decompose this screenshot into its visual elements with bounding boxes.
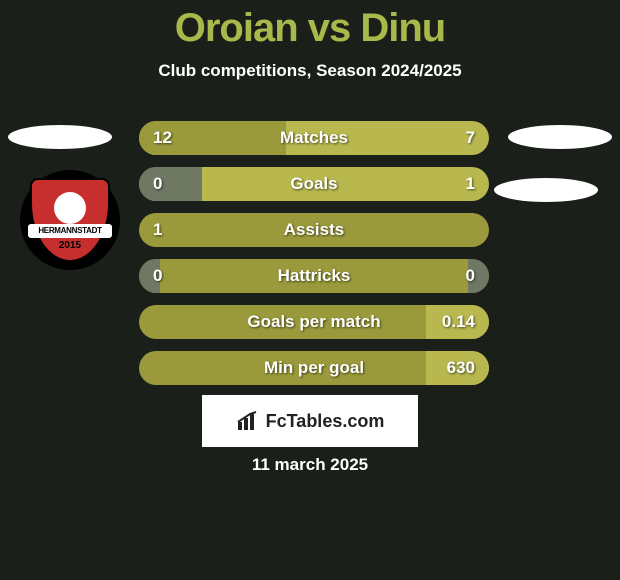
right-player-ellipse-2	[494, 178, 598, 202]
stat-value-right: 0.14	[442, 305, 475, 339]
stat-label: Hattricks	[139, 259, 489, 293]
stat-value-left: 1	[153, 213, 162, 247]
stat-bar: Hattricks0 0	[139, 259, 489, 293]
subtitle: Club competitions, Season 2024/2025	[0, 61, 620, 81]
stat-label: Goals	[139, 167, 489, 201]
stat-bar: Assists1	[139, 213, 489, 247]
stat-label: Goals per match	[139, 305, 489, 339]
watermark-chart-icon	[236, 410, 262, 432]
club-badge: HERMANNSTADT 2015	[20, 170, 120, 270]
badge-year: 2015	[20, 240, 120, 251]
stat-label: Matches	[139, 121, 489, 155]
badge-ribbon: HERMANNSTADT	[28, 224, 112, 238]
stat-value-left: 0	[153, 167, 162, 201]
watermark-box: FcTables.com	[202, 395, 418, 447]
stat-label: Assists	[139, 213, 489, 247]
left-player-ellipse	[8, 125, 112, 149]
stat-value-right: 0	[466, 259, 475, 293]
page-title: Oroian vs Dinu	[0, 0, 620, 51]
stat-bar: Matches12 7	[139, 121, 489, 155]
stat-bar: Min per goal630	[139, 351, 489, 385]
badge-ball-icon	[54, 192, 86, 224]
stat-label: Min per goal	[139, 351, 489, 385]
right-player-ellipse-1	[508, 125, 612, 149]
stat-bar: Goals per match0.14	[139, 305, 489, 339]
stat-value-left: 12	[153, 121, 172, 155]
stat-value-right: 1	[466, 167, 475, 201]
stat-value-left: 0	[153, 259, 162, 293]
stats-bars: Matches127Goals01Assists1Hattricks00Goal…	[139, 121, 489, 397]
watermark-text: FcTables.com	[266, 411, 385, 432]
stat-value-right: 7	[466, 121, 475, 155]
stat-bar: Goals0 1	[139, 167, 489, 201]
stat-value-right: 630	[447, 351, 475, 385]
footer-date: 11 march 2025	[0, 455, 620, 475]
